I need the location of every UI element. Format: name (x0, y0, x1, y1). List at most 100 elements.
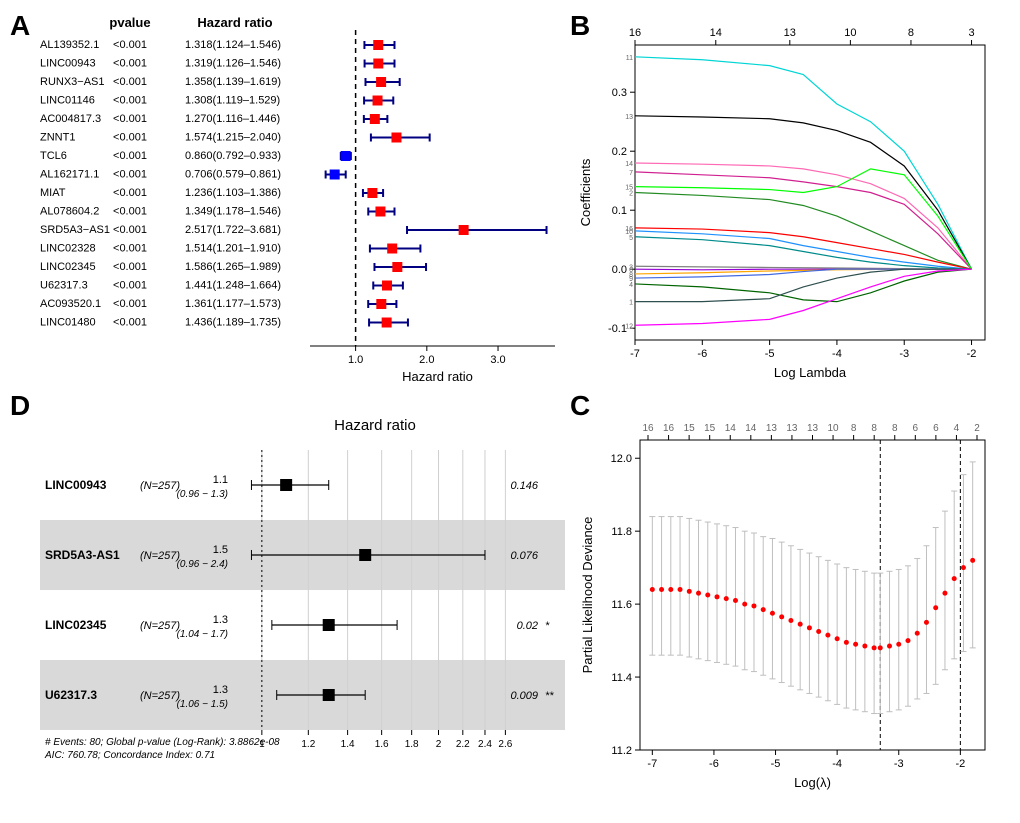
deviance-plot: 161615151414131313108886642-7-6-5-4-3-21… (570, 390, 1000, 810)
svg-text:-4: -4 (832, 348, 842, 360)
deviance-point (761, 607, 766, 612)
deviance-point (961, 565, 966, 570)
forest-marker (359, 549, 371, 561)
pvalue: <0.001 (113, 187, 147, 199)
svg-text:11.8: 11.8 (611, 526, 632, 538)
hr-text: 0.860(0.792–0.933) (185, 150, 281, 162)
pvalue: <0.001 (113, 132, 147, 144)
svg-text:1.4: 1.4 (341, 739, 355, 750)
svg-text:-5: -5 (765, 348, 775, 360)
pvalue: <0.001 (113, 317, 147, 329)
header-hr: Hazard ratio (197, 15, 272, 30)
deviance-point (696, 591, 701, 596)
deviance-point (742, 602, 747, 607)
svg-text:4: 4 (954, 423, 960, 434)
pvalue: <0.001 (113, 39, 147, 51)
svg-text:0.3: 0.3 (612, 87, 627, 99)
deviance-point (862, 644, 867, 649)
forest-plot-d: Hazard ratioLINC00943(N=257)1.1(0.96 − 1… (10, 390, 570, 810)
deviance-point (933, 605, 938, 610)
x-axis-label: Hazard ratio (402, 369, 473, 384)
panel-a: A pvalueHazard ratioAL139352.1<0.0011.31… (10, 10, 570, 390)
x-axis-label: Log Lambda (774, 365, 847, 380)
svg-text:2: 2 (974, 423, 980, 434)
est-text: 1.5 (213, 544, 228, 556)
svg-text:13: 13 (784, 27, 796, 39)
gene-name: LINC01480 (40, 317, 96, 329)
forest-marker (370, 114, 380, 124)
forest-marker (373, 59, 383, 69)
deviance-point (650, 587, 655, 592)
deviance-point (668, 587, 673, 592)
svg-text:1: 1 (629, 300, 633, 307)
deviance-point (844, 640, 849, 645)
forest-plot-a: pvalueHazard ratioAL139352.1<0.0011.318(… (10, 10, 570, 390)
est-text: 1.1 (213, 474, 228, 486)
hr-text: 1.358(1.139–1.619) (185, 76, 281, 88)
deviance-point (915, 631, 920, 636)
ci-text: (1.06 − 1.5) (177, 699, 228, 710)
svg-text:14: 14 (710, 27, 722, 39)
panel-b: B 1614131083-7-6-5-4-3-2-0.10.00.10.20.3… (570, 10, 1000, 390)
svg-text:11: 11 (626, 55, 633, 62)
pvalue: <0.001 (113, 76, 147, 88)
pvalue: <0.001 (113, 58, 147, 70)
gene-name: AL139352.1 (40, 39, 99, 51)
gene-name: U62317.3 (45, 688, 97, 702)
gene-name: LINC00943 (45, 478, 107, 492)
svg-text:11.4: 11.4 (611, 672, 632, 684)
svg-text:0.1: 0.1 (612, 205, 627, 217)
est-text: 1.3 (213, 684, 228, 696)
svg-text:6: 6 (913, 423, 919, 434)
svg-text:-4: -4 (832, 758, 842, 770)
footer-line1: # Events: 80; Global p-value (Log-Rank):… (45, 737, 280, 748)
svg-text:11.6: 11.6 (611, 599, 632, 611)
hr-text: 1.318(1.124–1.546) (185, 39, 281, 51)
hr-text: 1.349(1.178–1.546) (185, 206, 281, 218)
n-text: (N=257) (140, 480, 180, 492)
hr-text: 1.441(1.248–1.664) (185, 280, 281, 292)
forest-marker (280, 479, 292, 491)
gene-name: LINC02345 (45, 618, 107, 632)
n-text: (N=257) (140, 550, 180, 562)
svg-text:10: 10 (844, 27, 856, 39)
svg-text:-2: -2 (967, 348, 977, 360)
deviance-point (905, 638, 910, 643)
p-text: 0.146 (510, 480, 538, 492)
pvalue: <0.001 (113, 280, 147, 292)
svg-text:15: 15 (684, 423, 696, 434)
gene-name: TCL6 (40, 150, 67, 162)
hr-text: 2.517(1.722–3.681) (185, 224, 281, 236)
forest-marker (382, 318, 392, 328)
forest-marker (373, 96, 383, 106)
hr-text: 0.706(0.579–0.861) (185, 169, 281, 181)
deviance-point (970, 558, 975, 563)
svg-text:2.4: 2.4 (478, 739, 492, 750)
ci-text: (0.96 − 2.4) (177, 559, 228, 570)
forest-marker (459, 225, 469, 235)
footer-line2: AIC: 760.78; Concordance Index: 0.71 (44, 750, 215, 761)
forest-marker (387, 244, 397, 254)
svg-text:3.0: 3.0 (490, 354, 505, 366)
pvalue: <0.001 (113, 169, 147, 181)
gene-name: U62317.3 (40, 280, 88, 292)
hr-text: 1.514(1.201–1.910) (185, 243, 281, 255)
pvalue: <0.001 (113, 113, 147, 125)
deviance-point (896, 642, 901, 647)
pvalue: <0.001 (113, 150, 147, 162)
p-text: 0.076 (510, 550, 538, 562)
ci-text: (0.96 − 1.3) (177, 489, 228, 500)
sig-text: ** (545, 690, 554, 702)
hr-text: 1.436(1.189–1.735) (185, 317, 281, 329)
hr-text: 1.270(1.116–1.446) (185, 113, 280, 125)
hr-text: 1.236(1.103–1.386) (185, 187, 281, 199)
forest-marker (391, 133, 401, 143)
forest-marker (341, 151, 351, 161)
gene-name: SRD5A3−AS1 (40, 224, 110, 236)
svg-text:2.2: 2.2 (456, 739, 470, 750)
deviance-point (816, 629, 821, 634)
gene-name: MIAT (40, 187, 66, 199)
forest-marker (382, 281, 392, 291)
deviance-point (835, 636, 840, 641)
forest-marker (376, 77, 386, 87)
